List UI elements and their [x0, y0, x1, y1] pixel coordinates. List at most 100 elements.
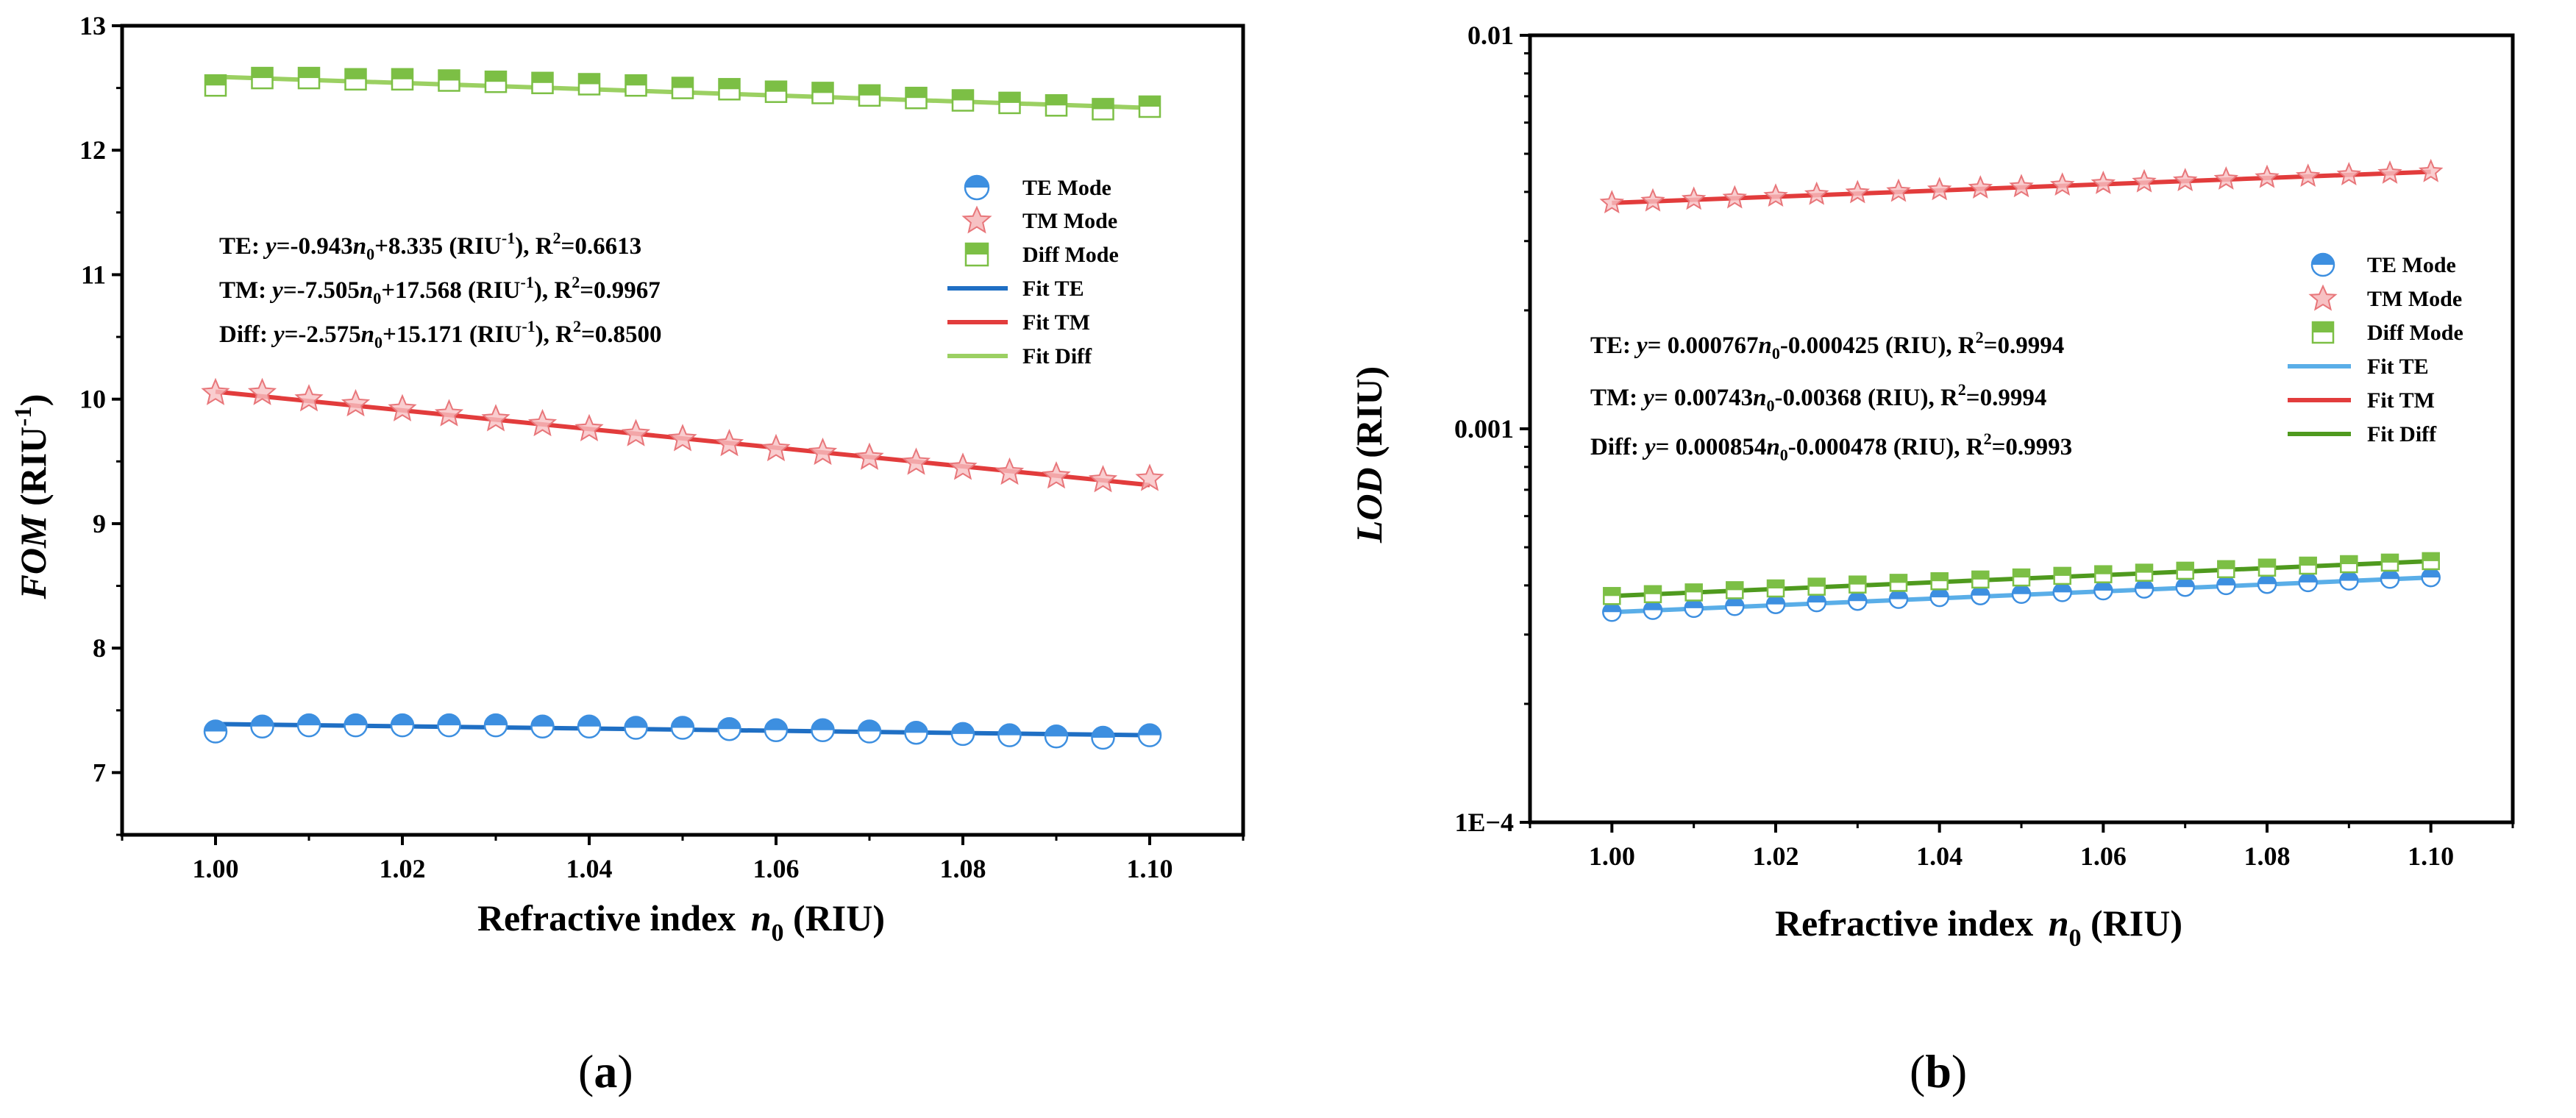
data-point-star: [1722, 185, 1748, 209]
data-point-square: [858, 84, 881, 107]
data-point-star: [527, 408, 558, 437]
y-tick-label: 9: [93, 509, 106, 538]
data-point-square: [484, 70, 508, 93]
legend-label: TE Mode: [2367, 253, 2456, 277]
data-point-circle: [2339, 571, 2359, 591]
legend-label: TM Mode: [1022, 209, 1117, 233]
data-point-star: [341, 388, 371, 417]
data-point-square: [2299, 556, 2317, 575]
data-point-star: [2091, 170, 2116, 194]
x-tick-label: 1.04: [1916, 841, 1963, 871]
panel-a-y-axis-label: FOM (RIU-1): [10, 394, 54, 600]
legend-label: Fit TE: [2367, 355, 2429, 379]
data-point-star: [201, 377, 230, 405]
data-point-circle: [1888, 589, 1909, 609]
data-point-circle: [950, 722, 975, 747]
data-point-circle: [2052, 583, 2072, 602]
panel-b-annotation-te: TE: y= 0.000767n0-0.000425 (RIU), R2=0.99…: [1590, 328, 2064, 363]
data-point-star: [761, 433, 791, 462]
legend-label: Fit Diff: [2367, 422, 2437, 446]
data-point-circle: [1091, 725, 1115, 750]
data-point-star: [714, 428, 744, 457]
data-point-square: [1849, 575, 1867, 594]
data-point-square: [951, 89, 975, 112]
panel-a-label: (a): [578, 1045, 633, 1097]
data-point-circle: [1725, 597, 1745, 616]
data-point-square: [1684, 583, 1703, 602]
data-point-square: [998, 91, 1021, 115]
data-point-circle: [2134, 579, 2155, 599]
data-point-star: [808, 437, 838, 466]
legend-label: Fit TE: [1022, 277, 1084, 301]
panel-a-legend-fit-tm: Fit TM: [947, 310, 1090, 335]
data-point-circle: [2421, 567, 2441, 588]
y-tick-label: 1E−4: [1454, 808, 1514, 837]
data-point-star: [1845, 179, 1871, 204]
y-tick-label: 13: [79, 11, 106, 40]
data-point-circle: [1765, 594, 1786, 614]
panel-a-plot-frame: [120, 24, 1245, 837]
data-point-star: [2132, 168, 2157, 193]
data-point-square: [2176, 561, 2194, 580]
x-tick-label: 1.02: [1753, 841, 1799, 871]
data-point-circle: [717, 716, 741, 741]
panel-a-legend-te-mode: TE Mode: [964, 174, 1111, 201]
data-point-star: [434, 399, 464, 427]
data-point-square: [1971, 570, 1990, 589]
data-point-square: [251, 66, 274, 90]
x-tick-label: 1.04: [566, 854, 613, 883]
data-point-circle: [2216, 575, 2236, 596]
panel-b-annotation-diff: Diff: y= 0.000854n0-0.000478 (RIU), R2=0.…: [1590, 430, 2072, 464]
data-point-star: [2418, 158, 2444, 182]
data-point-circle: [344, 713, 368, 738]
data-point-circle: [1643, 600, 1663, 620]
data-point-square: [577, 73, 601, 96]
data-point-square: [531, 71, 554, 95]
data-point-square: [1603, 587, 1621, 605]
legend-label: Fit TM: [2367, 388, 2435, 413]
data-point-square: [1807, 577, 1826, 596]
legend-label: Diff Mode: [2367, 321, 2463, 345]
x-tick-label: 1.10: [1127, 854, 1173, 883]
x-tick-label: 1.08: [2244, 841, 2291, 871]
y-tick-label: 0.001: [1454, 414, 1514, 444]
legend-square-icon: [2311, 321, 2335, 344]
legend-label: Fit Diff: [1022, 344, 1092, 368]
data-point-star: [1088, 465, 1118, 493]
legend-label: Diff Mode: [1022, 243, 1119, 267]
data-point-square: [1092, 98, 1114, 121]
data-point-star: [294, 384, 324, 412]
data-point-circle: [250, 714, 274, 739]
data-point-circle: [390, 713, 415, 738]
x-tick-label: 1.10: [2408, 841, 2454, 871]
data-point-circle: [1971, 585, 1990, 605]
data-point-circle: [624, 716, 648, 740]
data-point-circle: [437, 713, 461, 738]
data-point-circle: [904, 720, 928, 745]
data-point-star: [668, 424, 697, 452]
data-point-star: [481, 404, 510, 432]
data-point-square: [1766, 579, 1785, 598]
data-point-square: [811, 82, 834, 104]
data-point-star: [1763, 183, 1788, 207]
data-point-star: [574, 413, 604, 441]
data-point-square: [1138, 95, 1161, 118]
x-tick-label: 1.00: [1589, 841, 1635, 871]
data-point-star: [621, 419, 651, 446]
data-point-star: [1042, 460, 1071, 489]
panel-a-annotation-tm: TM: y=-7.505n0+17.568 (RIU-1), R2=0.9967: [219, 273, 661, 307]
panel-b-markers: [1599, 158, 2444, 622]
data-point-circle: [577, 714, 602, 739]
data-point-star: [1804, 181, 1829, 205]
y-tick-label: 11: [81, 260, 106, 289]
data-point-circle: [2093, 580, 2113, 601]
data-point-star: [855, 442, 884, 470]
y-tick-label: 8: [93, 633, 106, 663]
y-tick-label: 12: [79, 135, 106, 165]
panel-a-legend: TE Mode TM Mode Diff Mode Fit TE: [947, 174, 1119, 368]
data-point-circle: [764, 718, 789, 743]
data-point-square: [344, 68, 367, 91]
panel-a-legend-fit-diff: Fit Diff: [947, 344, 1092, 368]
panel-a-legend-diff-mode: Diff Mode: [964, 242, 1119, 267]
